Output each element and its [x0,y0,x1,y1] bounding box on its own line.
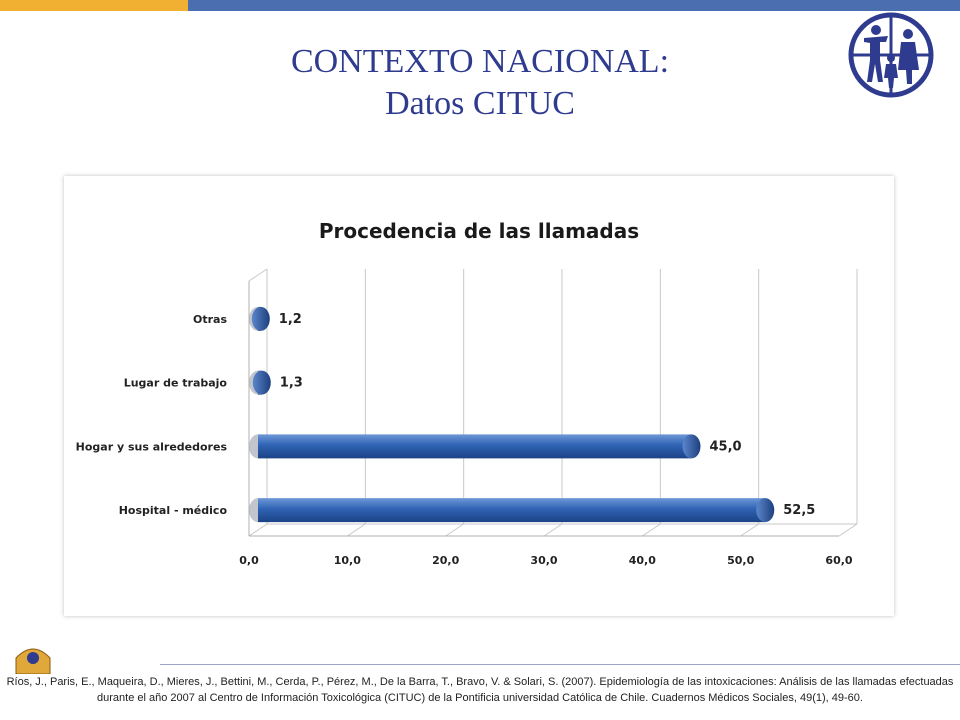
bar [258,498,766,523]
gridline-floor [642,523,661,537]
footer-divider [160,664,960,665]
x-tick-label: 0,0 [239,554,259,567]
category-label: Hospital - médico [119,504,228,517]
wall-edge-top [248,268,268,282]
x-tick-label: 10,0 [334,554,361,567]
category-label: Hogar y sus alrededores [76,440,228,453]
x-tick-label: 20,0 [432,554,459,567]
family-logo-icon [846,12,936,98]
bar-cap [252,370,271,395]
gridline-floor [543,523,563,537]
slide-title: CONTEXTO NACIONAL: [290,43,670,80]
citation-text: Ríos, J., Paris, E., Maqueira, D., Miere… [6,676,954,704]
category-label: Otras [193,313,227,326]
slide-subtitle: Datos CITUC [385,85,575,122]
gridline-floor [740,523,759,537]
x-tick-label: 30,0 [530,554,557,567]
gridline-floor [347,523,366,537]
chart-title: Procedencia de las llamadas [319,219,639,243]
gridline-floor [248,523,268,537]
top-accent-orange [0,0,188,11]
x-tick-label: 40,0 [629,554,656,567]
bar [258,434,692,459]
chart-panel: Procedencia de las llamadas 0,0 10,0 20,0 3… [64,176,894,616]
crest-logo-icon [10,640,56,675]
data-label: 52,5 [783,503,815,518]
data-label: 1,3 [280,376,303,391]
x-tick-label: 60,0 [825,554,852,567]
data-label: 1,2 [279,312,302,327]
gridline-floor [445,523,464,537]
data-label: 45,0 [710,439,742,454]
top-accent-blue [188,0,960,11]
bar-chart: Procedencia de las llamadas 0,0 10,0 20,0 3… [76,219,858,567]
gridline-floor [838,523,858,537]
bar-cap [251,306,270,331]
bar-cap [682,434,701,459]
category-label: Lugar de trabajo [124,377,228,390]
bar-cap [756,498,775,523]
x-tick-label: 50,0 [727,554,754,567]
